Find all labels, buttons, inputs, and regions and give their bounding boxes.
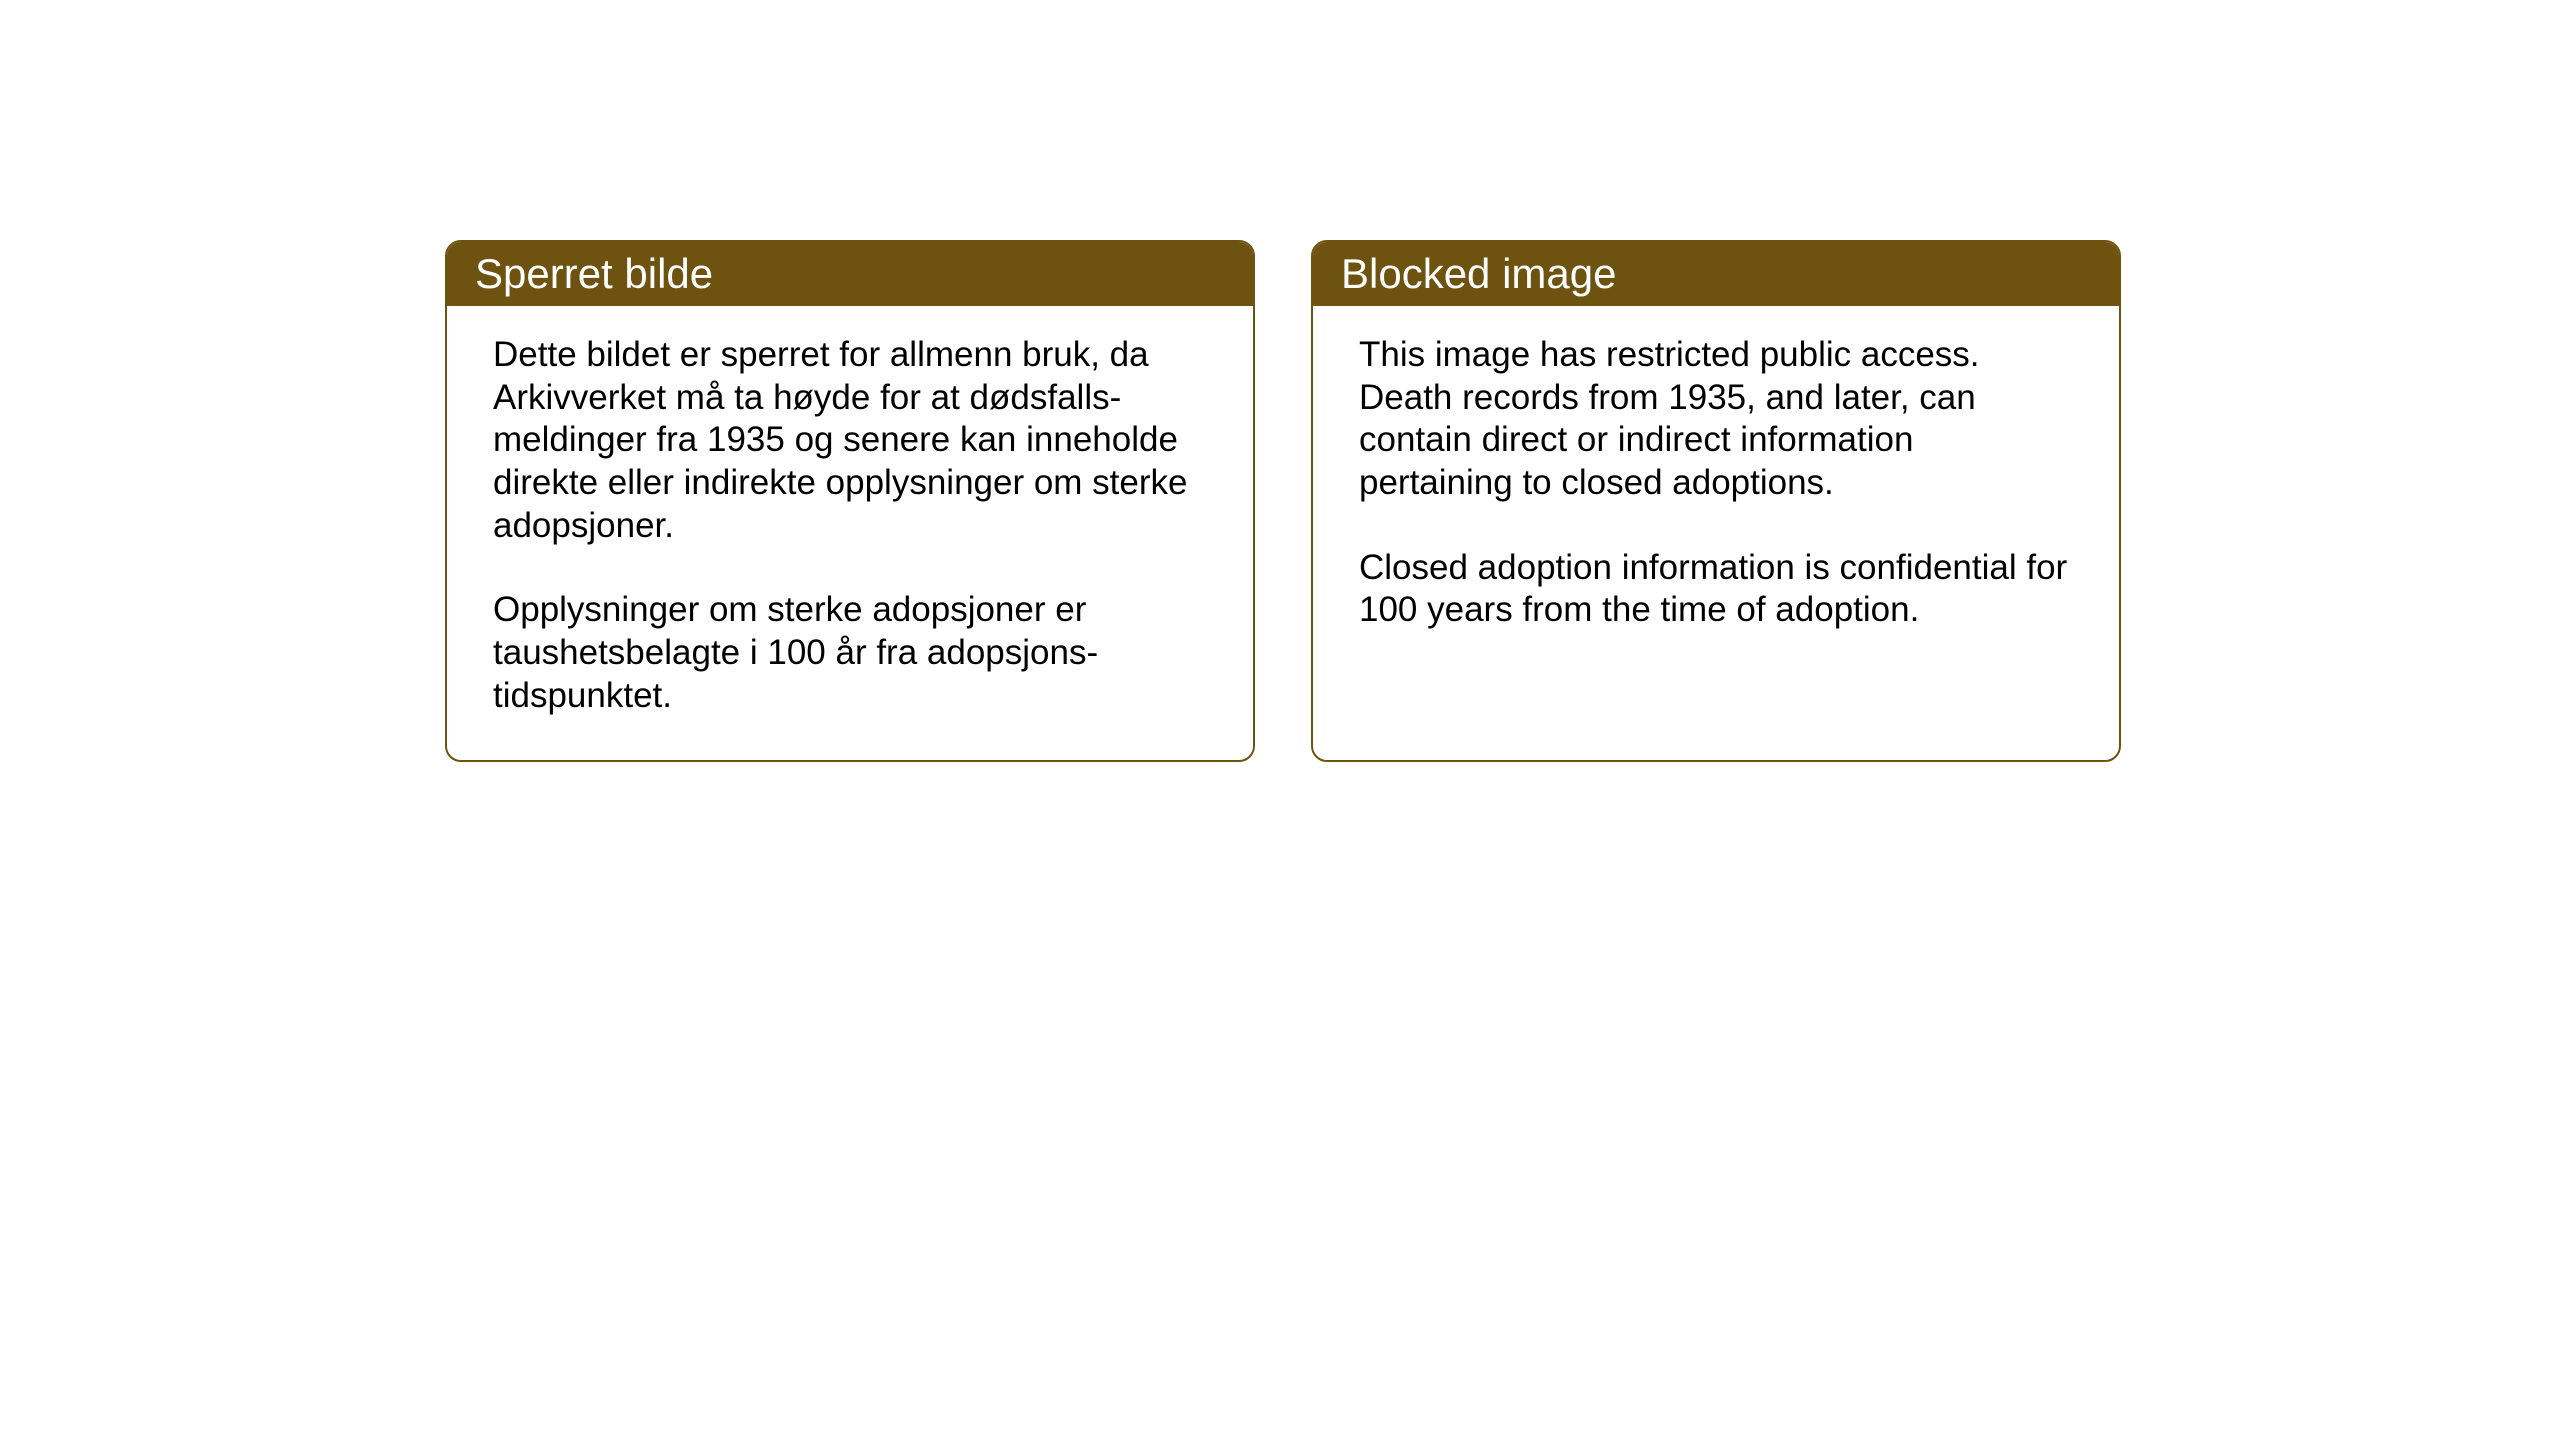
card-english: Blocked image This image has restricted … — [1311, 240, 2121, 762]
card-norwegian-body: Dette bildet er sperret for allmenn bruk… — [447, 306, 1253, 760]
card-english-body: This image has restricted public access.… — [1313, 306, 2119, 674]
card-english-header: Blocked image — [1313, 242, 2119, 306]
card-english-paragraph-1: This image has restricted public access.… — [1359, 334, 2073, 505]
card-norwegian-title: Sperret bilde — [475, 250, 713, 297]
card-english-title: Blocked image — [1341, 250, 1616, 297]
card-english-paragraph-2: Closed adoption information is confident… — [1359, 547, 2073, 632]
card-norwegian-paragraph-1: Dette bildet er sperret for allmenn bruk… — [493, 334, 1207, 547]
card-norwegian-header: Sperret bilde — [447, 242, 1253, 306]
card-norwegian: Sperret bilde Dette bildet er sperret fo… — [445, 240, 1255, 762]
cards-container: Sperret bilde Dette bildet er sperret fo… — [445, 240, 2121, 762]
card-norwegian-paragraph-2: Opplysninger om sterke adopsjoner er tau… — [493, 589, 1207, 717]
